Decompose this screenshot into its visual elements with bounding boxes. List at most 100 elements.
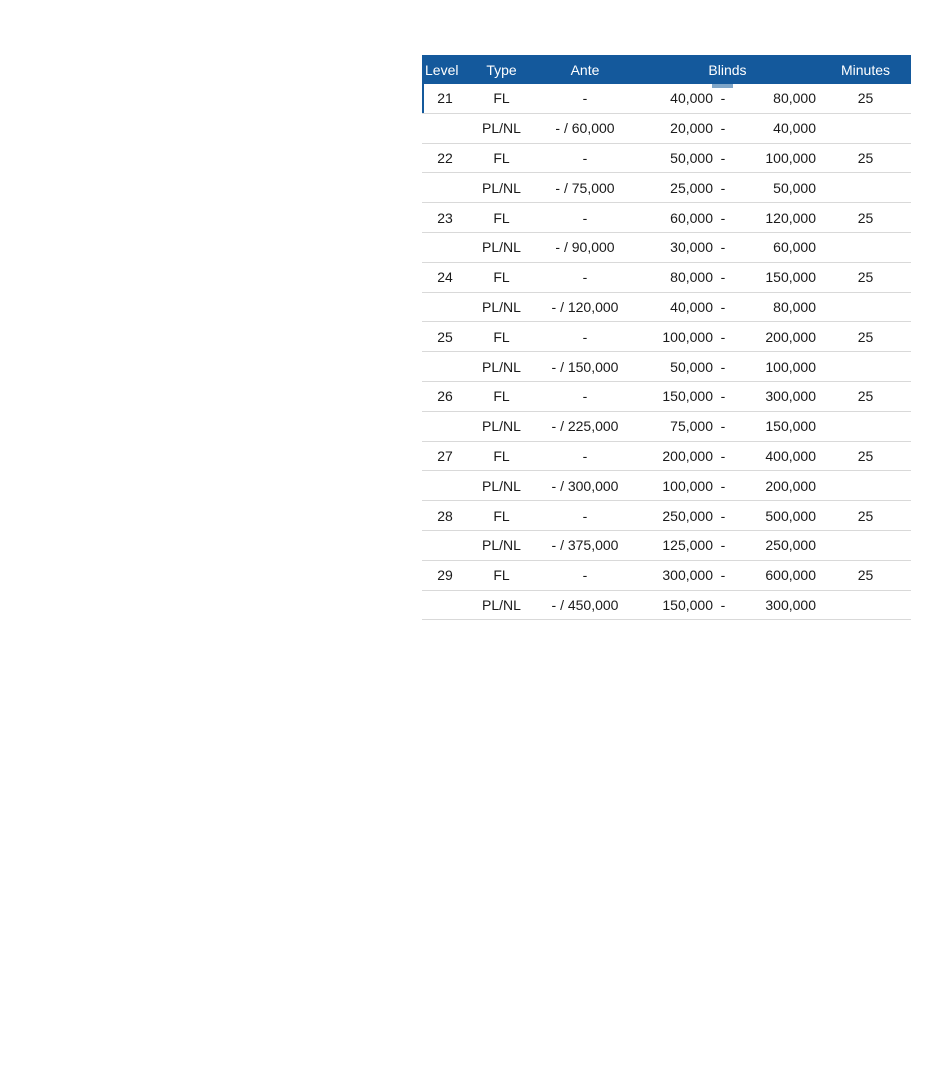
cell-small-blind: 20,000: [670, 120, 713, 137]
cell-big-blind: 300,000: [765, 596, 816, 613]
cell-type: PL/NL: [482, 298, 521, 315]
cell-type: FL: [493, 209, 510, 226]
table-row: PL/NL - / 375,000 125,000 - 250,000: [422, 531, 911, 561]
cell-level: 29: [437, 567, 453, 584]
cell-level: 24: [437, 269, 453, 286]
cell-type: PL/NL: [482, 358, 521, 375]
cell-big-blind: 100,000: [765, 149, 816, 166]
table-row: 28 FL - 250,000 - 500,000 25: [422, 501, 911, 531]
cell-ante: - / 375,000: [551, 537, 619, 554]
cell-blind-separator: -: [720, 477, 726, 494]
cell-blind-separator: -: [720, 328, 726, 345]
blinds-scroll-marker: [712, 84, 733, 88]
cell-type: PL/NL: [482, 596, 521, 613]
cell-small-blind: 75,000: [670, 418, 713, 435]
table-body: 21 FL - 40,000 - 80,000 25 PL/NL - / 60,…: [422, 84, 911, 621]
cell-small-blind: 150,000: [662, 388, 713, 405]
cell-small-blind: 40,000: [670, 298, 713, 315]
cell-small-blind: 40,000: [670, 90, 713, 107]
cell-type: PL/NL: [482, 418, 521, 435]
cell-ante: - / 150,000: [551, 358, 619, 375]
cell-small-blind: 25,000: [670, 179, 713, 196]
cell-ante: -: [582, 269, 588, 286]
cell-small-blind: 50,000: [670, 149, 713, 166]
table-row: PL/NL - / 60,000 20,000 - 40,000: [422, 114, 911, 144]
cell-big-blind: 200,000: [765, 328, 816, 345]
cell-small-blind: 100,000: [662, 328, 713, 345]
cell-ante: -: [582, 149, 588, 166]
cell-big-blind: 40,000: [773, 120, 816, 137]
cell-minutes: 25: [857, 388, 874, 405]
cell-minutes: 25: [857, 90, 874, 107]
cell-blind-separator: -: [720, 90, 726, 107]
column-header-level: Level: [425, 61, 459, 78]
cell-big-blind: 150,000: [765, 269, 816, 286]
table-row: 23 FL - 60,000 - 120,000 25: [422, 203, 911, 233]
blind-structure-table: Level Type Ante Blinds Minutes 21 FL - 4…: [422, 55, 911, 621]
cell-blind-separator: -: [720, 388, 726, 405]
cell-type: PL/NL: [482, 239, 521, 256]
cell-big-blind: 80,000: [773, 90, 816, 107]
cell-big-blind: 150,000: [765, 418, 816, 435]
cell-big-blind: 250,000: [765, 537, 816, 554]
cell-big-blind: 50,000: [773, 179, 816, 196]
cell-small-blind: 125,000: [662, 537, 713, 554]
cell-level: 27: [437, 447, 453, 464]
cell-small-blind: 60,000: [670, 209, 713, 226]
cell-blind-separator: -: [720, 209, 726, 226]
table-row: PL/NL - / 300,000 100,000 - 200,000: [422, 471, 911, 502]
cell-big-blind: 500,000: [765, 507, 816, 524]
column-header-type: Type: [486, 61, 517, 78]
table-row: 25 FL - 100,000 - 200,000 25: [422, 322, 911, 353]
cell-level: 28: [437, 507, 453, 524]
cell-type: PL/NL: [482, 120, 521, 137]
cell-small-blind: 150,000: [662, 596, 713, 613]
cell-blind-separator: -: [720, 447, 726, 464]
cell-ante: -: [582, 90, 588, 107]
table-row: 22 FL - 50,000 - 100,000 25: [422, 144, 911, 174]
cell-type: FL: [493, 567, 510, 584]
table-row: 24 FL - 80,000 - 150,000 25: [422, 263, 911, 293]
table-row: PL/NL - / 120,000 40,000 - 80,000: [422, 293, 911, 323]
cell-minutes: 25: [857, 149, 874, 166]
cell-type: FL: [493, 328, 510, 345]
cell-big-blind: 400,000: [765, 447, 816, 464]
cell-type: FL: [493, 90, 510, 107]
table-row: 21 FL - 40,000 - 80,000 25: [422, 84, 911, 114]
cell-ante: -: [582, 567, 588, 584]
cell-big-blind: 600,000: [765, 567, 816, 584]
first-row-left-accent: [422, 84, 424, 113]
cell-blind-separator: -: [720, 179, 726, 196]
cell-big-blind: 200,000: [765, 477, 816, 494]
cell-small-blind: 30,000: [670, 239, 713, 256]
cell-minutes: 25: [857, 209, 874, 226]
cell-ante: - / 60,000: [555, 120, 615, 137]
cell-ante: -: [582, 209, 588, 226]
cell-ante: - / 450,000: [551, 596, 619, 613]
column-header-ante: Ante: [570, 61, 600, 78]
cell-type: PL/NL: [482, 179, 521, 196]
table-row: PL/NL - / 150,000 50,000 - 100,000: [422, 352, 911, 382]
cell-level: 25: [437, 328, 453, 345]
cell-blind-separator: -: [720, 358, 726, 375]
cell-minutes: 25: [857, 507, 874, 524]
table-row: 26 FL - 150,000 - 300,000 25: [422, 382, 911, 412]
table-row: PL/NL - / 90,000 30,000 - 60,000: [422, 233, 911, 263]
cell-big-blind: 300,000: [765, 388, 816, 405]
cell-level: 22: [437, 149, 453, 166]
cell-blind-separator: -: [720, 567, 726, 584]
cell-ante: -: [582, 507, 588, 524]
cell-minutes: 25: [857, 269, 874, 286]
cell-small-blind: 80,000: [670, 269, 713, 286]
cell-level: 21: [437, 90, 453, 107]
cell-level: 23: [437, 209, 453, 226]
cell-blind-separator: -: [720, 298, 726, 315]
cell-type: FL: [493, 149, 510, 166]
cell-type: FL: [493, 388, 510, 405]
cell-blind-separator: -: [720, 120, 726, 137]
cell-minutes: 25: [857, 567, 874, 584]
table-row: PL/NL - / 450,000 150,000 - 300,000: [422, 591, 911, 621]
cell-type: FL: [493, 507, 510, 524]
table-header-row: Level Type Ante Blinds Minutes: [422, 55, 911, 84]
cell-small-blind: 250,000: [662, 507, 713, 524]
